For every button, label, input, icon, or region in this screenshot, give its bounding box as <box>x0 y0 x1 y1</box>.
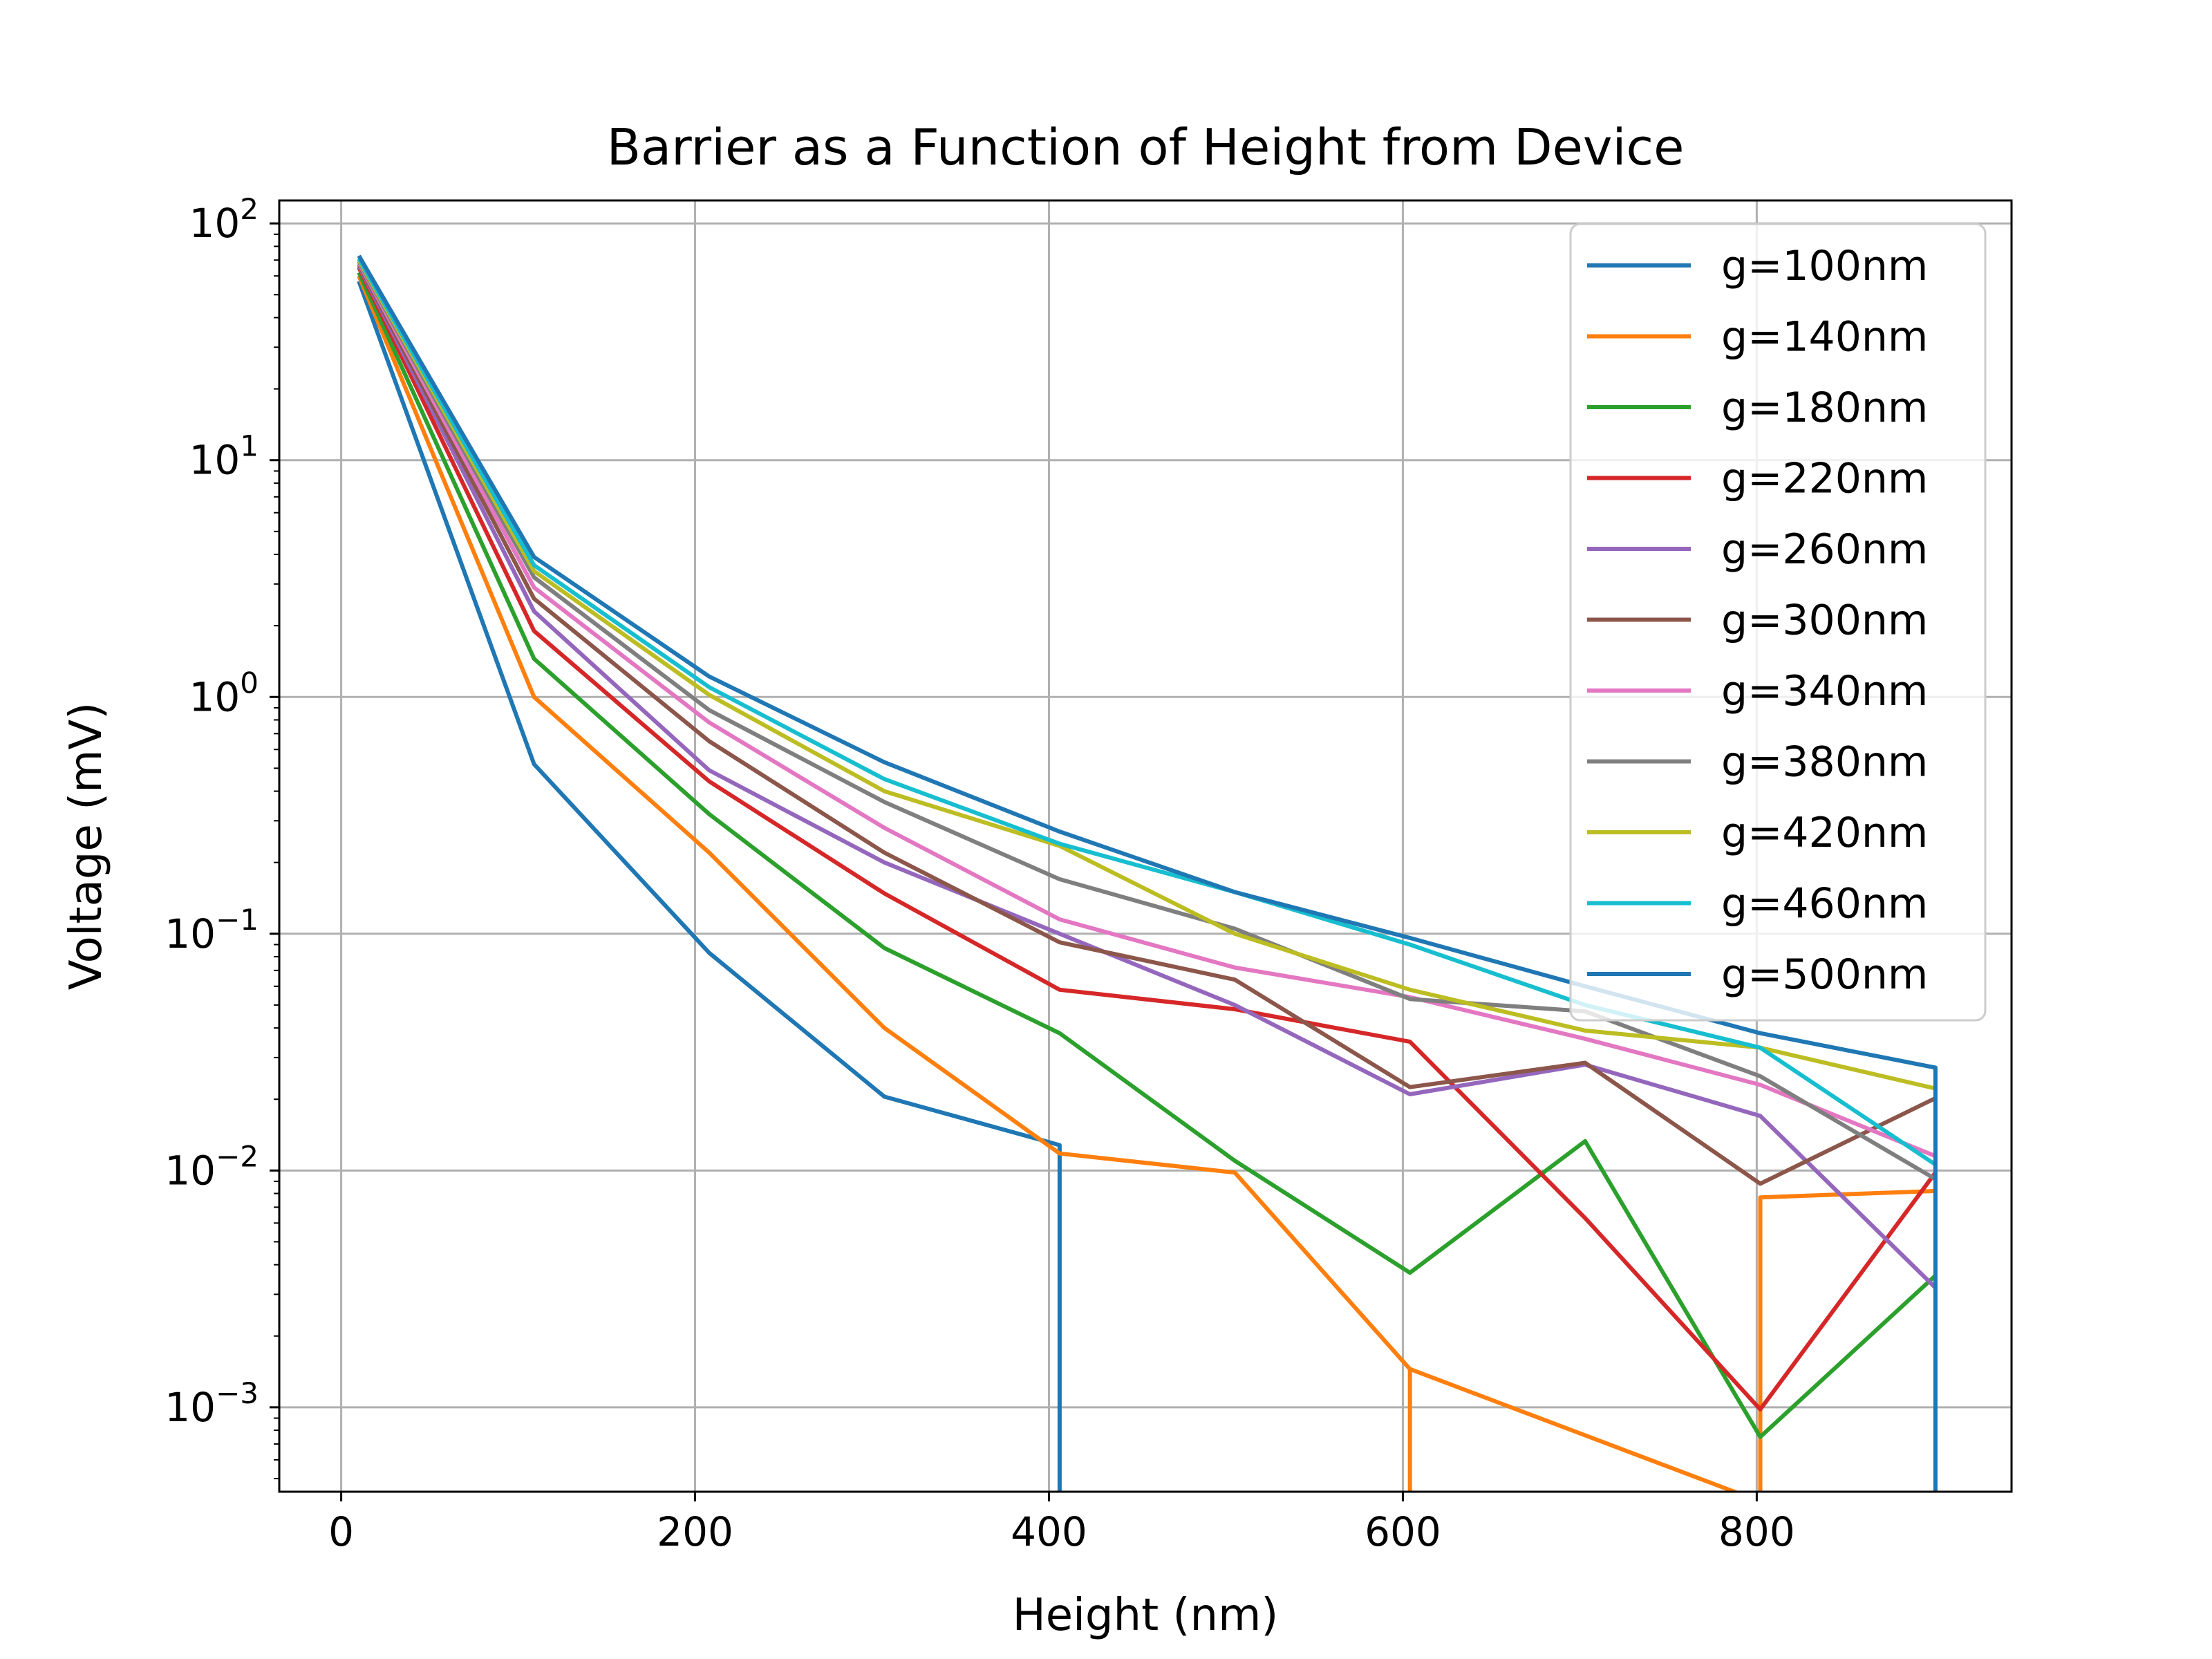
legend-item: g=380nm <box>1587 738 1928 787</box>
legend-label: g=340nm <box>1721 667 1928 715</box>
legend-label: g=300nm <box>1721 597 1928 645</box>
legend-label: g=140nm <box>1721 313 1928 362</box>
series-line-11 <box>357 254 1938 1492</box>
y-axis-label: Voltage (mV) <box>61 702 112 990</box>
legend-label: g=380nm <box>1721 738 1928 787</box>
legend-item: g=100nm <box>1587 242 1928 290</box>
legend-label: g=420nm <box>1721 809 1928 857</box>
legend-label: g=220nm <box>1721 455 1928 503</box>
legend-item: g=460nm <box>1587 880 1928 928</box>
legend-item: g=340nm <box>1587 667 1928 715</box>
x-tick-label: 800 <box>1718 1508 1795 1555</box>
legend-item: g=300nm <box>1587 597 1928 645</box>
legend-item: g=220nm <box>1587 455 1928 503</box>
series-line-9 <box>357 259 1936 1091</box>
series-line-1 <box>357 280 1062 1492</box>
x-tick-label: 600 <box>1365 1508 1441 1555</box>
legend-item: g=420nm <box>1587 809 1928 857</box>
y-axis-ticks: 10−3 10−2 10−1 100 101 102 <box>165 192 279 1431</box>
series-line-4 <box>357 266 1938 1412</box>
y-tick-label: 102 <box>189 192 259 247</box>
legend: g=100nm g=140nm g=180nm g=220nm g=260nm g=300… <box>1569 223 1987 1022</box>
legend-label: g=500nm <box>1721 950 1928 999</box>
series-line-3 <box>357 272 1937 1439</box>
legend-label: g=460nm <box>1721 880 1928 928</box>
legend-item: g=180nm <box>1587 384 1928 432</box>
series-line-2 <box>357 275 1936 1492</box>
legend-label: g=180nm <box>1721 384 1928 432</box>
x-axis-ticks: 0 200 400 600 800 <box>328 1492 1795 1555</box>
legend-item: g=260nm <box>1587 525 1928 574</box>
y-tick-label: 10−1 <box>165 903 259 957</box>
plot-frame <box>278 199 2013 1493</box>
legend-item: g=140nm <box>1587 313 1928 362</box>
y-tick-label: 10−3 <box>165 1376 259 1431</box>
legend-label: g=260nm <box>1721 525 1928 574</box>
legend-label: g=100nm <box>1721 242 1928 290</box>
y-tick-label: 100 <box>189 666 259 720</box>
x-tick-label: 400 <box>1011 1508 1087 1555</box>
legend-item: g=500nm <box>1587 950 1928 999</box>
series-line-8 <box>357 260 1937 1181</box>
legend-frame <box>1569 223 1987 1022</box>
y-tick-label: 101 <box>189 429 259 484</box>
x-tick-label: 200 <box>657 1508 733 1555</box>
series-line-7 <box>357 262 1937 1159</box>
x-tick-label: 0 <box>328 1508 354 1555</box>
x-axis-label: Height (nm) <box>1013 1590 1279 1641</box>
chart-title: Barrier as a Function of Height from Dev… <box>607 118 1685 176</box>
series-line-10 <box>357 257 1937 1167</box>
series-line-5 <box>357 265 1937 1289</box>
y-tick-label: 10−2 <box>165 1139 259 1194</box>
series-line-6 <box>357 263 1937 1186</box>
series-group <box>357 254 1938 1492</box>
